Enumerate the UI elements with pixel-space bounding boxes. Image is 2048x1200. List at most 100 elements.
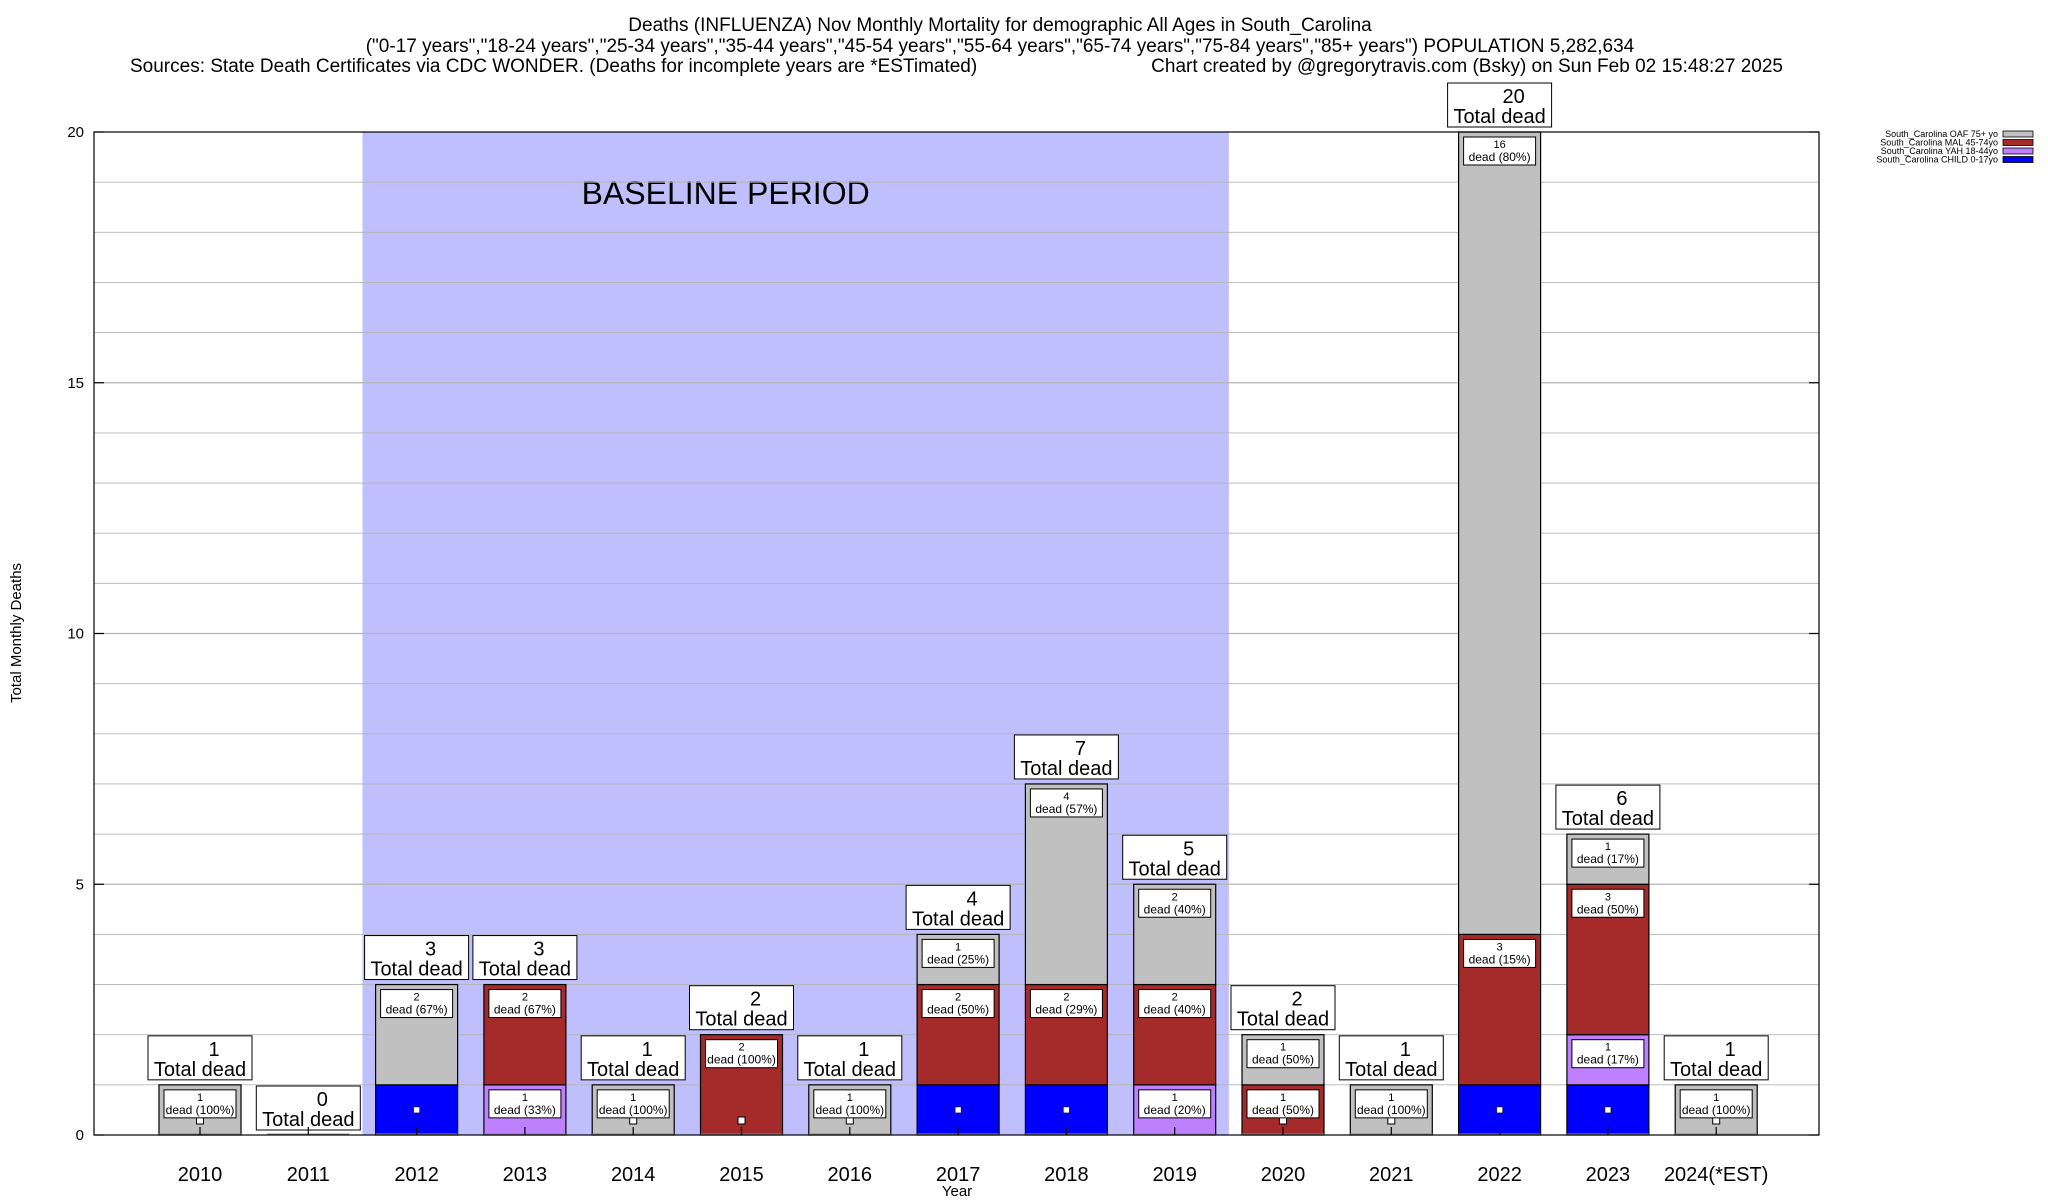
segment-label-box: [1463, 136, 1537, 166]
total-label-count: 1: [1400, 1039, 1411, 1061]
total-label-count: 1: [208, 1039, 219, 1061]
total-label-box: [797, 1035, 903, 1081]
segment-label-count: 1: [522, 1092, 528, 1104]
total-label-box: [580, 1035, 686, 1081]
total-label-text: Total dead: [479, 959, 571, 981]
segment-label-count: 1: [1388, 1092, 1394, 1104]
x-tick-label: 2010: [178, 1164, 223, 1186]
segment-marker: [1496, 1106, 1503, 1114]
total-label-count: 6: [1616, 788, 1627, 810]
segment-marker: [1063, 1106, 1070, 1114]
total-label-box: [1338, 1035, 1444, 1081]
segment-label-box: [921, 989, 995, 1019]
segment-label-text: dead (40%): [1144, 1003, 1206, 1017]
segment-label-count: 2: [1172, 992, 1178, 1004]
total-label-text: Total dead: [154, 1059, 246, 1081]
total-label-count: 0: [317, 1089, 328, 1111]
segment-label-box: [1029, 788, 1103, 818]
chart-subtitle: ("0-17 years","18-24 years","25-34 years…: [366, 36, 1635, 57]
legend-label: South_Carolina CHILD 0-17yo: [1876, 155, 1998, 165]
x-tick-label: 2012: [394, 1164, 439, 1186]
segment-label-box: [1571, 1039, 1645, 1069]
legend-swatch: [2002, 130, 2034, 138]
total-label-count: 1: [1725, 1039, 1736, 1061]
x-tick-label: 2019: [1152, 1164, 1197, 1186]
y-tick-label: 20: [67, 124, 84, 141]
segment-label-text: dead (100%): [1682, 1103, 1751, 1117]
chart-title: Deaths (INFLUENZA) Nov Monthly Mortality…: [628, 15, 1372, 36]
total-label-box: [1663, 1035, 1769, 1081]
chart-credit: Chart created by @gregorytravis.com (Bsk…: [1151, 56, 1783, 77]
total-label-text: Total dead: [695, 1009, 787, 1031]
segment-label-count: 2: [738, 1042, 744, 1054]
total-label-box: [1555, 784, 1661, 830]
segment-label-count: 1: [955, 941, 961, 953]
segment-label-text: dead (17%): [1577, 1053, 1639, 1067]
total-label-count: 2: [1291, 989, 1302, 1011]
segment-label-box: [596, 1089, 670, 1119]
total-label-box: [1447, 82, 1553, 128]
segment-marker: [1604, 1106, 1612, 1114]
segment-label-count: 2: [414, 992, 420, 1004]
segment-label-count: 1: [1713, 1092, 1719, 1104]
segment-label-box: [1138, 989, 1212, 1019]
segment-label-text: dead (40%): [1144, 902, 1206, 916]
segment-label-text: dead (50%): [1577, 902, 1639, 916]
y-axis-label: Total Monthly Deaths: [8, 563, 25, 703]
segment-label-box: [1463, 938, 1537, 968]
baseline-period-label: BASELINE PERIOD: [582, 175, 870, 211]
bar-segment: [1457, 131, 1542, 936]
x-tick-label: 2021: [1369, 1164, 1414, 1186]
segment-label-text: dead (17%): [1577, 852, 1639, 866]
total-label-box: [147, 1035, 253, 1081]
y-tick-label: 10: [67, 626, 84, 643]
chart-header: Deaths (INFLUENZA) Nov Monthly Mortality…: [130, 15, 1783, 77]
segment-label-count: 3: [1497, 941, 1503, 953]
total-label-count: 20: [1502, 86, 1524, 108]
segment-label-count: 1: [197, 1092, 203, 1104]
x-tick-label: 2016: [828, 1164, 873, 1186]
total-label-count: 4: [967, 888, 978, 910]
segment-label-text: dead (100%): [815, 1103, 884, 1117]
segment-label-box: [1571, 838, 1645, 868]
legend-label: South_Carolina OAF 75+ yo: [1885, 129, 1998, 139]
y-tick-label: 15: [67, 375, 84, 392]
segment-label-text: dead (25%): [927, 952, 989, 966]
segment-label-text: dead (100%): [166, 1103, 235, 1117]
segment-label-text: dead (57%): [1035, 802, 1097, 816]
total-label-text: Total dead: [370, 959, 462, 981]
segment-label-box: [921, 938, 995, 968]
total-label-text: Total dead: [262, 1109, 354, 1131]
total-label-count: 1: [642, 1039, 653, 1061]
segment-label-box: [1246, 1039, 1320, 1069]
segment-label-count: 1: [1172, 1092, 1178, 1104]
y-tick-label: 5: [76, 876, 84, 893]
total-label-box: [364, 935, 470, 981]
segment-label-text: dead (80%): [1469, 150, 1531, 164]
total-label-text: Total dead: [804, 1059, 896, 1081]
segment-label-count: 1: [1280, 1042, 1286, 1054]
total-label-text: Total dead: [1345, 1059, 1437, 1081]
total-label-text: Total dead: [587, 1059, 679, 1081]
total-label-text: Total dead: [1453, 106, 1545, 128]
segment-marker: [413, 1106, 420, 1114]
segment-label-text: dead (29%): [1035, 1003, 1097, 1017]
x-tick-label: 2017: [936, 1164, 981, 1186]
total-label-text: Total dead: [912, 908, 1004, 930]
total-label-box: [1013, 734, 1119, 780]
total-label-count: 5: [1183, 838, 1194, 860]
x-tick-label: 2011: [287, 1164, 330, 1186]
segment-label-text: dead (100%): [707, 1053, 776, 1067]
segment-label-text: dead (50%): [1252, 1053, 1314, 1067]
total-label-box: [1230, 985, 1336, 1031]
total-label-count: 3: [533, 939, 544, 961]
segment-label-text: dead (67%): [386, 1003, 448, 1017]
legend-swatch: [2002, 147, 2034, 155]
segment-marker: [737, 1116, 746, 1125]
x-axis-label: Year: [942, 1183, 972, 1200]
segment-label-text: dead (50%): [927, 1003, 989, 1017]
total-label-text: Total dead: [1129, 858, 1221, 880]
segment-label-count: 2: [522, 992, 528, 1004]
